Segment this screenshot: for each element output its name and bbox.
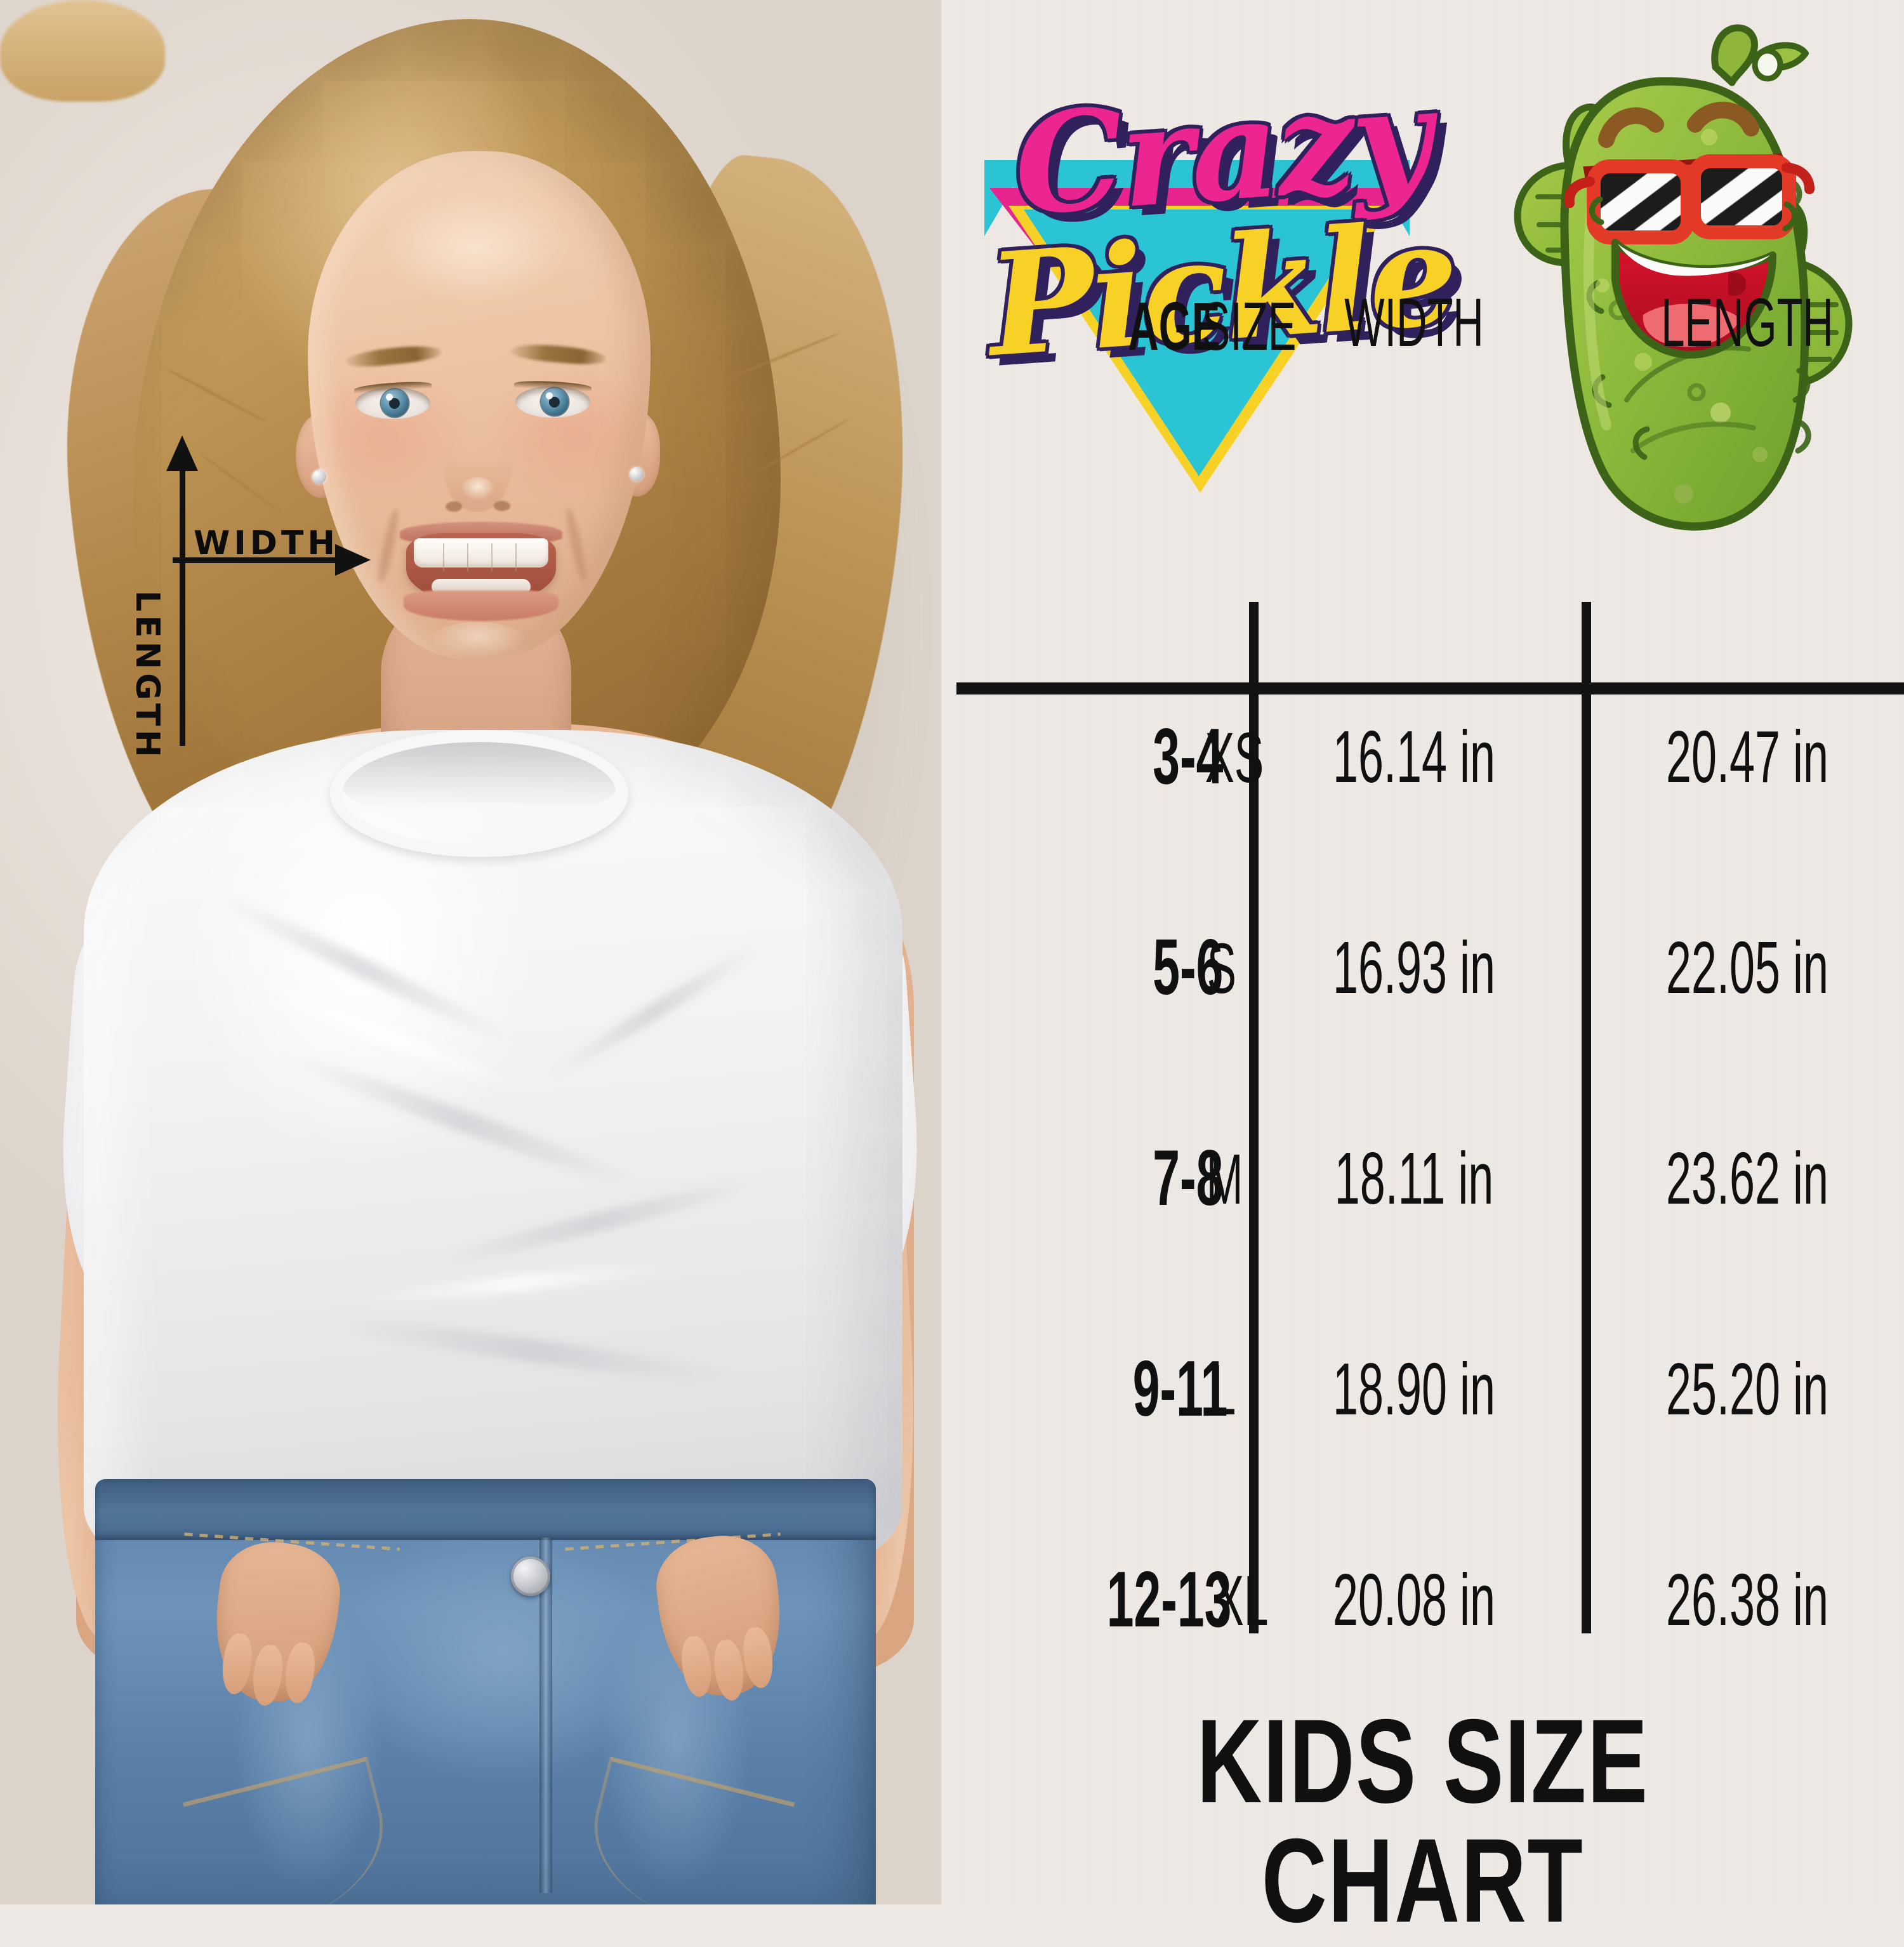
- right-nostril: [494, 501, 510, 511]
- column-divider-2: [1582, 602, 1591, 1633]
- mascot-eyebrows: [1598, 102, 1759, 148]
- column-header-size: SIZE: [1201, 288, 1297, 364]
- fabric-highlight: [350, 1258, 680, 1309]
- mascot-stem: [1711, 24, 1809, 86]
- logo-triangle-cyan-inner: [1024, 209, 1374, 476]
- fabric-wrinkle: [429, 1171, 767, 1273]
- nose-highlight: [461, 477, 495, 500]
- cell-width: 20.08 in: [1333, 1558, 1495, 1641]
- jeans-waistband: [95, 1479, 876, 1540]
- size-table: AGE SIZE WIDTH LENGTH 3-4 XS 16.14 in 20…: [941, 267, 1904, 1651]
- cell-width: 16.93 in: [1333, 926, 1495, 1009]
- width-label: WIDTH: [194, 524, 339, 562]
- cell-age: 3-4: [1153, 713, 1224, 801]
- cell-size: M: [1206, 1140, 1243, 1219]
- cell-size: XS: [1205, 718, 1264, 797]
- cell-age: 9-11: [1132, 1345, 1228, 1433]
- cell-size: L: [1211, 1350, 1236, 1430]
- blue-jeans: [95, 1479, 876, 1904]
- cell-width: 18.11 in: [1334, 1137, 1494, 1219]
- mascot-mouth: [1611, 239, 1776, 359]
- forehead-highlight: [381, 190, 571, 305]
- cell-age: 7-8: [1153, 1134, 1224, 1222]
- cell-width: 18.90 in: [1333, 1348, 1495, 1430]
- jeans-button: [511, 1557, 550, 1596]
- column-header-width: WIDTH: [1344, 284, 1484, 361]
- upper-teeth: [414, 538, 548, 571]
- cell-length: 22.05 in: [1666, 926, 1828, 1009]
- length-label: LENGTH: [128, 590, 166, 761]
- left-eye-highlight: [386, 394, 393, 401]
- fabric-highlight: [244, 972, 533, 1101]
- fabric-wrinkle: [543, 936, 767, 1086]
- header-divider: [956, 682, 1904, 694]
- cell-size: XL: [1214, 1561, 1269, 1640]
- jeans-fly: [539, 1538, 552, 1893]
- cell-length: 23.62 in: [1666, 1137, 1828, 1219]
- cell-size: S: [1207, 929, 1236, 1008]
- cell-width: 16.14 in: [1333, 715, 1495, 798]
- width-axis-line: [173, 557, 349, 563]
- length-arrow-head-icon: [166, 435, 198, 471]
- column-header-age: AGE: [1128, 288, 1220, 364]
- cell-length: 26.38 in: [1666, 1558, 1828, 1641]
- brand-logo: Crazy Pickle: [983, 36, 1460, 543]
- lower-lip: [404, 590, 559, 621]
- column-divider-1: [1249, 602, 1259, 1633]
- cell-age: 12-13: [1106, 1556, 1232, 1644]
- length-axis-line: [180, 444, 185, 746]
- right-earring: [630, 467, 644, 481]
- model-photo: WIDTH LENGTH: [0, 0, 941, 1904]
- right-eye-highlight: [546, 392, 553, 399]
- mascot-sunglasses: [1564, 153, 1815, 244]
- cell-age: 5-6: [1153, 924, 1224, 1011]
- info-panel: Crazy Pickle: [941, 0, 1904, 1940]
- left-pupil: [389, 398, 400, 409]
- shirt-collar: [330, 730, 628, 857]
- cell-length: 20.47 in: [1666, 715, 1828, 798]
- chin-highlight: [430, 622, 526, 658]
- column-header-length: LENGTH: [1661, 284, 1834, 361]
- left-nostril: [446, 502, 462, 512]
- white-tshirt: [84, 730, 902, 1574]
- lower-teeth: [432, 579, 531, 593]
- right-pupil: [549, 397, 560, 408]
- pickle-mascot-icon: [1443, 6, 1887, 565]
- width-arrow-head-icon: [335, 544, 371, 576]
- fabric-wrinkle: [325, 1310, 744, 1392]
- cell-length: 25.20 in: [1666, 1348, 1828, 1430]
- left-earring: [312, 470, 326, 484]
- hair-part: [0, 0, 165, 102]
